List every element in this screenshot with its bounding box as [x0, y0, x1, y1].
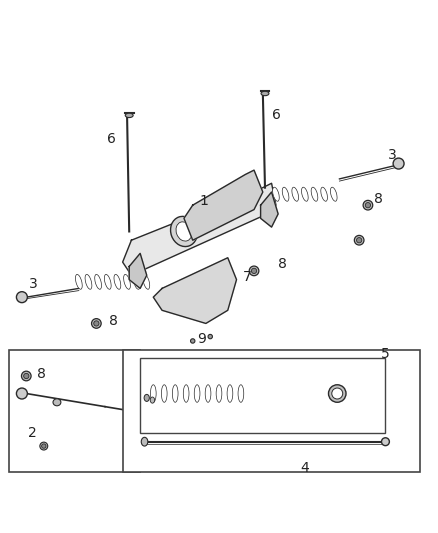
Ellipse shape	[53, 399, 61, 406]
Ellipse shape	[42, 444, 46, 448]
Polygon shape	[153, 258, 237, 324]
Ellipse shape	[125, 113, 133, 118]
Ellipse shape	[17, 292, 27, 303]
Ellipse shape	[40, 442, 48, 450]
Ellipse shape	[282, 187, 289, 201]
Ellipse shape	[17, 388, 27, 399]
Ellipse shape	[183, 385, 189, 402]
Ellipse shape	[332, 388, 343, 399]
Ellipse shape	[141, 437, 148, 446]
Text: 2: 2	[28, 426, 37, 440]
Ellipse shape	[191, 339, 195, 343]
Ellipse shape	[94, 321, 99, 326]
Ellipse shape	[92, 319, 101, 328]
Text: 8: 8	[374, 191, 383, 206]
Ellipse shape	[393, 158, 404, 169]
Text: 1: 1	[199, 194, 208, 208]
Text: 3: 3	[28, 277, 37, 291]
Bar	[123, 350, 420, 472]
Ellipse shape	[24, 374, 29, 378]
Ellipse shape	[194, 385, 200, 402]
Ellipse shape	[330, 187, 337, 201]
Text: 6: 6	[272, 108, 280, 123]
Polygon shape	[129, 253, 147, 288]
Ellipse shape	[365, 203, 371, 208]
Ellipse shape	[381, 438, 389, 446]
Ellipse shape	[114, 274, 121, 289]
Ellipse shape	[150, 397, 155, 403]
Ellipse shape	[328, 385, 346, 402]
Ellipse shape	[170, 216, 198, 247]
Ellipse shape	[124, 274, 131, 289]
Text: 6: 6	[107, 133, 116, 147]
Ellipse shape	[95, 274, 102, 289]
Ellipse shape	[249, 266, 259, 276]
Ellipse shape	[176, 222, 192, 241]
Text: 4: 4	[300, 461, 309, 475]
Ellipse shape	[133, 274, 140, 289]
Ellipse shape	[216, 385, 222, 402]
Ellipse shape	[238, 385, 244, 402]
Text: 8: 8	[110, 314, 118, 328]
Ellipse shape	[292, 187, 299, 201]
Ellipse shape	[311, 187, 318, 201]
Bar	[9, 350, 140, 472]
Ellipse shape	[150, 385, 156, 402]
Polygon shape	[123, 183, 276, 275]
Ellipse shape	[75, 274, 82, 289]
Ellipse shape	[172, 385, 178, 402]
Ellipse shape	[161, 385, 167, 402]
Text: 8: 8	[278, 257, 287, 271]
Ellipse shape	[85, 274, 92, 289]
Text: 5: 5	[381, 347, 390, 361]
Ellipse shape	[208, 334, 212, 339]
Text: 3: 3	[388, 148, 396, 162]
Ellipse shape	[354, 236, 364, 245]
Ellipse shape	[143, 274, 150, 289]
Polygon shape	[184, 170, 263, 240]
Ellipse shape	[227, 385, 233, 402]
Ellipse shape	[21, 371, 31, 381]
Ellipse shape	[205, 385, 211, 402]
Ellipse shape	[363, 200, 373, 210]
Text: 7: 7	[243, 270, 252, 285]
Ellipse shape	[321, 187, 328, 201]
Ellipse shape	[251, 268, 257, 273]
Text: 9: 9	[197, 332, 206, 346]
Ellipse shape	[357, 238, 362, 243]
Text: 8: 8	[37, 367, 46, 381]
Polygon shape	[261, 192, 278, 227]
Ellipse shape	[144, 394, 149, 401]
Ellipse shape	[104, 274, 111, 289]
Ellipse shape	[301, 187, 308, 201]
Ellipse shape	[272, 187, 279, 201]
Ellipse shape	[261, 91, 269, 96]
Bar	[140, 359, 385, 433]
